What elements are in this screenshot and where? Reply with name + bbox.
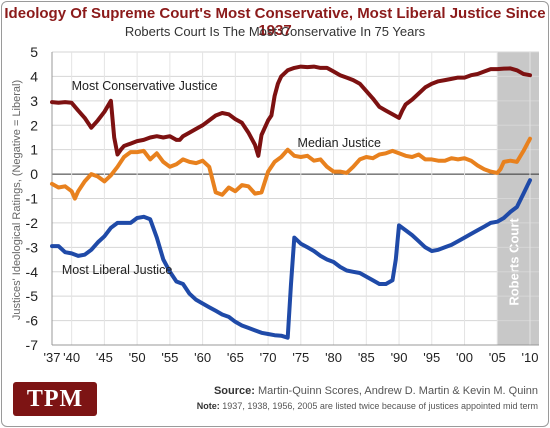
chart-subtitle: Roberts Court Is The Most Conservative I… <box>124 24 426 39</box>
source-line: Source: Martin-Quinn Scores, Andrew D. M… <box>214 385 538 397</box>
note-line: Note: 1937, 1938, 1956, 2005 are listed … <box>197 401 538 411</box>
roberts-court-label: Roberts Court <box>507 218 522 306</box>
x-tick-label: '40 <box>63 350 80 365</box>
y-tick-label: -6 <box>26 313 39 329</box>
y-tick-label: 2 <box>30 117 38 133</box>
y-tick-label: 4 <box>30 68 38 84</box>
series-annotation: Most Liberal Justice <box>62 263 173 277</box>
x-tick-label: '05 <box>489 350 506 365</box>
y-tick-label: -5 <box>26 288 39 304</box>
x-tick-label: '95 <box>423 350 440 365</box>
note-label: Note: <box>196 401 220 411</box>
x-tick-label: '00 <box>456 350 473 365</box>
y-tick-label: -1 <box>26 191 39 207</box>
most-conservative-justice-line <box>50 64 532 158</box>
x-tick-label: '37 <box>44 350 61 365</box>
tpm-logo: TPM <box>13 382 97 416</box>
y-tick-label: 0 <box>30 166 38 182</box>
median-justice-line <box>50 136 532 201</box>
y-tick-label: -3 <box>26 239 39 255</box>
chart-title: Ideology Of Supreme Court's Most Conserv… <box>4 5 546 39</box>
y-tick-label: -4 <box>26 264 39 280</box>
most-liberal-justice-line <box>50 178 532 340</box>
series-annotation: Most Conservative Justice <box>72 79 218 93</box>
x-tick-label: '85 <box>358 350 375 365</box>
series-annotation: Median Justice <box>298 136 381 150</box>
x-tick-label: '70 <box>260 350 277 365</box>
x-tick-label: '65 <box>227 350 244 365</box>
note-text: 1937, 1938, 1956, 2005 are listed twice … <box>222 401 538 411</box>
y-tick-label: 1 <box>30 142 38 158</box>
x-tick-label: '90 <box>391 350 408 365</box>
x-tick-label: '50 <box>129 350 146 365</box>
source-label: Source: <box>213 385 255 397</box>
x-tick-label: '55 <box>161 350 178 365</box>
x-tick-label: '80 <box>325 350 342 365</box>
x-tick-label: '75 <box>292 350 309 365</box>
x-tick-label: '10 <box>522 350 539 365</box>
x-tick-label: '60 <box>194 350 211 365</box>
x-tick-label: '45 <box>96 350 113 365</box>
y-tick-label: 3 <box>30 93 38 109</box>
y-tick-label: 5 <box>30 44 38 60</box>
y-tick-label: -2 <box>26 215 39 231</box>
source-text: Martin-Quinn Scores, Andrew D. Martin & … <box>258 385 538 397</box>
y-tick-label: -7 <box>26 337 39 353</box>
